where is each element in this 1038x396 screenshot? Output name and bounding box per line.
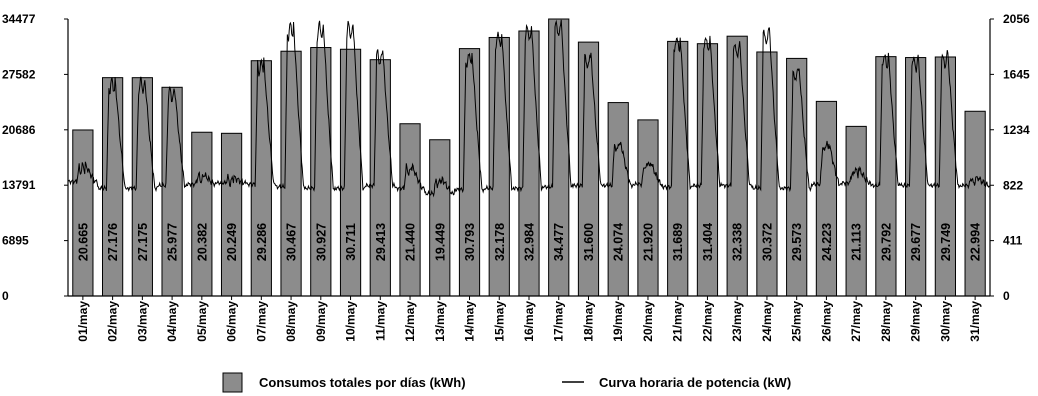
bar-value-label: 32.338: [731, 223, 745, 261]
x-tick-label: 30/may: [938, 301, 952, 342]
bar-03-may: [131, 77, 153, 297]
x-tick-label: 17/may: [552, 301, 566, 342]
bar-value-label: 29.792: [879, 223, 893, 261]
y-left-tick-label: 0: [2, 289, 9, 303]
bar-value-label: 30.711: [344, 223, 358, 261]
x-tick-label: 15/may: [492, 301, 506, 342]
bar-value-label: 31.600: [582, 223, 596, 261]
bar-02-may: [102, 77, 124, 297]
bar-12-may: [399, 123, 421, 297]
bar-value-label: 24.223: [820, 223, 834, 261]
bar-value-label: 21.113: [850, 223, 864, 261]
legend-bar-swatch: [222, 372, 243, 393]
x-tick-label: 25/may: [790, 301, 804, 342]
bar-value-label: 31.404: [701, 223, 715, 261]
y-right-tick-label: 0: [1003, 289, 1010, 303]
y-left-tick-label: 6895: [2, 234, 29, 248]
bar-value-label: 27.176: [106, 223, 120, 261]
bar-value-label: 29.286: [255, 223, 269, 261]
x-tick-label: 10/may: [344, 301, 358, 342]
x-tick-label: 28/may: [879, 301, 893, 342]
bar-value-label: 20.665: [76, 223, 90, 261]
bar-value-label: 21.920: [641, 223, 655, 261]
bar-27-may: [845, 125, 867, 297]
x-tick-label: 16/may: [522, 301, 536, 342]
bar-value-label: 30.467: [285, 223, 299, 261]
bar-value-label: 22.994: [969, 223, 983, 261]
x-tick-label: 27/may: [849, 301, 863, 342]
y-right-tick-label: 2056: [1003, 12, 1030, 26]
x-tick-label: 04/may: [165, 301, 179, 342]
bar-value-label: 30.927: [314, 223, 328, 261]
y-right-tick-label: 411: [1003, 234, 1023, 248]
x-tick-label: 12/may: [403, 301, 417, 342]
x-tick-label: 21/may: [671, 301, 685, 342]
bar-value-label: 34.477: [552, 223, 566, 261]
power-curve-line: [67, 19, 990, 198]
x-tick-label: 13/may: [433, 301, 447, 342]
x-tick-label: 24/may: [760, 301, 774, 342]
bar-value-label: 20.382: [195, 223, 209, 261]
x-tick-label: 29/may: [909, 301, 923, 342]
bar-13-may: [429, 139, 451, 297]
bar-value-label: 29.413: [374, 223, 388, 261]
y-right-tick-label: 1645: [1003, 67, 1030, 81]
y-right-tick-label: 822: [1003, 178, 1023, 192]
bar-value-label: 29.677: [909, 223, 923, 261]
x-tick-label: 07/may: [254, 301, 268, 342]
x-tick-label: 03/may: [135, 301, 149, 342]
bar-19-may: [607, 102, 629, 297]
y-right-tick-label: 1234: [1003, 123, 1030, 137]
bar-26-may: [815, 100, 838, 297]
x-tick-label: 23/may: [730, 301, 744, 342]
bar-value-label: 30.793: [463, 223, 477, 261]
legend: Consumos totales por días (kWh) Curva ho…: [222, 372, 791, 393]
x-tick-label: 02/may: [106, 301, 120, 342]
bar-value-label: 21.440: [404, 223, 418, 261]
y-left-tick-label: 20686: [2, 123, 36, 137]
bar-20-may: [637, 119, 659, 297]
bar-01-may: [72, 129, 94, 297]
bar-value-label: 32.178: [493, 223, 507, 261]
bar-value-label: 20.249: [225, 223, 239, 261]
x-tick-label: 05/may: [195, 301, 209, 342]
x-tick-label: 06/may: [225, 301, 239, 342]
bar-31-may: [964, 110, 986, 297]
x-tick-label: 08/may: [284, 301, 298, 342]
x-tick-label: 26/may: [819, 301, 833, 342]
bar-value-label: 27.175: [136, 223, 150, 261]
y-left-tick-label: 13791: [2, 178, 36, 192]
y-left-tick-label: 34477: [2, 12, 36, 26]
bar-value-label: 29.749: [939, 223, 953, 261]
bar-value-label: 32.984: [523, 223, 537, 261]
bar-04-may: [161, 86, 183, 297]
bar-value-label: 19.449: [433, 223, 447, 261]
x-tick-label: 09/may: [314, 301, 328, 342]
x-tick-label: 11/may: [373, 301, 387, 341]
bar-value-label: 25.977: [166, 223, 180, 261]
bar-value-label: 30.372: [760, 223, 774, 261]
bar-value-label: 29.573: [790, 223, 804, 261]
x-tick-label: 22/may: [700, 301, 714, 342]
legend-line-label: Curva horaria de potencia (kW): [599, 375, 791, 390]
x-tick-label: 14/may: [463, 301, 477, 342]
bar-value-label: 31.689: [671, 223, 685, 261]
y-left-tick-label: 27582: [2, 67, 36, 81]
bar-06-may: [220, 132, 243, 297]
x-tick-label: 18/may: [581, 301, 595, 342]
x-tick-label: 19/may: [611, 301, 625, 342]
x-tick-label: 01/may: [76, 301, 90, 342]
x-tick-label: 31/may: [968, 301, 982, 342]
x-tick-label: 20/may: [641, 301, 655, 342]
bar-05-may: [191, 131, 213, 297]
bar-value-label: 24.074: [612, 223, 626, 261]
legend-bar-label: Consumos totales por días (kWh): [259, 375, 466, 390]
